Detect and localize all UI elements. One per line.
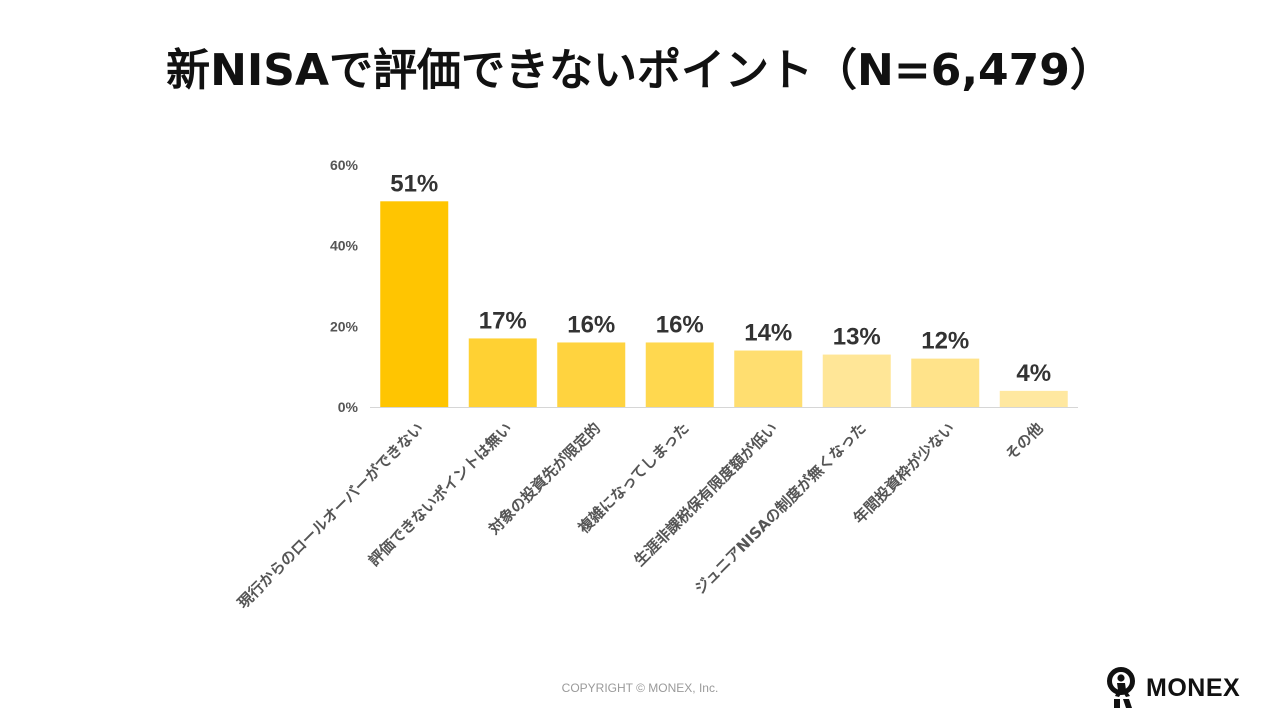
y-axis-ticks: 0% 20% 40% 60% [330,157,359,415]
monex-logo: MONEX [1106,666,1256,710]
y-tick-label: 60% [330,157,359,173]
y-tick-label: 20% [330,318,359,334]
data-label: 16% [567,311,615,338]
y-tick-label: 0% [338,399,359,415]
category-label: 年間投資枠が少ない [850,419,958,527]
category-label: 評価できないポイントは無い [365,419,516,570]
category-label: その他 [1002,419,1047,464]
category-label: 現行からのロールオーバーができない [234,419,427,612]
bar-chart: 0% 20% 40% 60% 51% 17% 16% 16% 14% 13% 12% 4% 現行から… [234,157,1078,612]
category-labels: 現行からのロールオーバーができない評価できないポイントは無い対象の投資先が限定的… [234,419,1046,612]
bar [999,390,1068,407]
bar [822,354,891,407]
data-label: 51% [390,170,438,197]
data-label: 4% [1016,360,1051,387]
category-label: ジュニアNISAの制度が無くなった [691,419,870,598]
copyright-notice: COPYRIGHT © MONEX, Inc. [561,681,719,695]
data-label: 14% [744,320,792,347]
bar [557,342,626,407]
monex-mark-icon [1107,667,1135,708]
data-label: 13% [833,324,881,351]
chart-title: 新NISAで評価できないポイント（N=6,479） [166,45,1114,96]
data-label: 17% [479,307,527,334]
bar [380,201,449,407]
bar [911,358,980,407]
data-label: 16% [656,311,704,338]
monex-logo-text: MONEX [1146,673,1241,702]
data-label: 12% [921,328,969,355]
y-tick-label: 40% [330,238,359,254]
category-label: 生涯非課税保有限度額が低い [630,419,781,570]
data-labels: 51% 17% 16% 16% 14% 13% 12% 4% [390,170,1051,387]
bar [645,342,714,407]
bars [380,201,1068,407]
bar [468,338,537,407]
bar [734,350,803,407]
